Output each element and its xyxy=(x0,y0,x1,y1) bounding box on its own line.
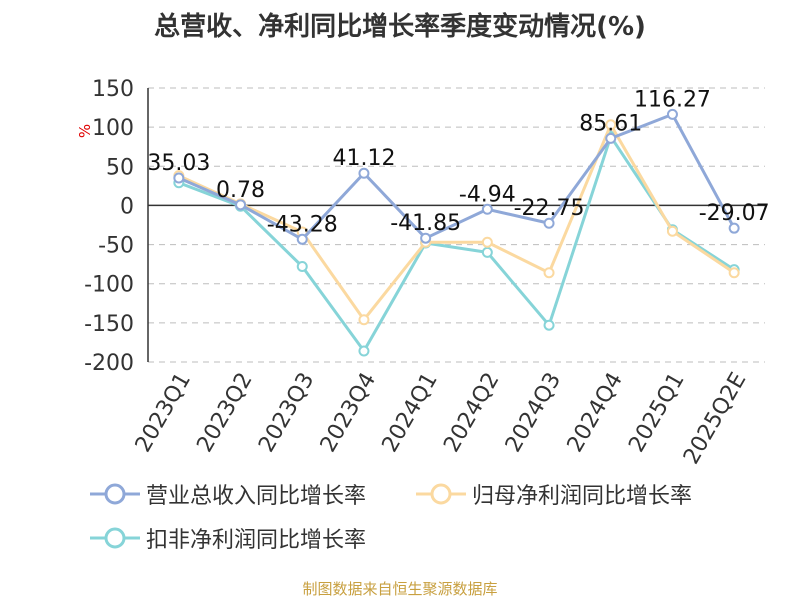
data-point[interactable] xyxy=(358,167,370,179)
data-point[interactable] xyxy=(543,319,555,331)
x-tick-label: 2025Q2E xyxy=(679,369,751,469)
y-tick-labels: 150 100 50 0 -50 -100 -150 -200 xyxy=(84,77,134,376)
axes xyxy=(147,88,765,362)
x-tick-label: 2025Q1 xyxy=(624,369,689,457)
data-label: 41.12 xyxy=(332,146,395,171)
data-point[interactable] xyxy=(358,345,370,357)
x-tick-label: 2024Q1 xyxy=(378,369,443,457)
grid-lines xyxy=(148,87,765,363)
x-tick-label: 2023Q1 xyxy=(131,369,196,457)
data-label: -4.94 xyxy=(459,182,516,207)
x-tick-label: 2024Q3 xyxy=(501,369,566,457)
series-lines xyxy=(173,108,740,357)
data-label: 116.27 xyxy=(634,87,711,112)
legend-item-revenue[interactable]: 营业总收入同比增长率 xyxy=(90,478,366,510)
data-point[interactable] xyxy=(543,267,555,279)
chart-title: 总营收、净利同比增长率季度变动情况(%) xyxy=(154,12,646,42)
data-label: -41.85 xyxy=(390,211,461,236)
x-tick-label: 2023Q2 xyxy=(192,369,257,457)
y-tick-label: 150 xyxy=(92,77,134,102)
legend-line-marker-icon xyxy=(90,527,140,549)
data-label: 35.03 xyxy=(147,151,210,176)
data-label: 0.78 xyxy=(216,178,265,203)
data-point[interactable] xyxy=(420,232,432,244)
x-tick-label: 2023Q4 xyxy=(316,369,381,457)
y-tick-label: 0 xyxy=(120,194,134,219)
data-point[interactable] xyxy=(235,199,247,211)
data-labels: 35.030.78-43.28 41.12 -41.85 -4.94-22.75 85.… xyxy=(147,87,769,237)
legend-label: 营业总收入同比增长率 xyxy=(146,484,367,509)
y-tick-label: -200 xyxy=(84,351,134,376)
data-point[interactable] xyxy=(481,236,493,248)
x-tick-label: 2024Q2 xyxy=(439,368,504,456)
data-point[interactable] xyxy=(605,132,617,144)
data-point[interactable] xyxy=(296,260,308,272)
y-tick-label: 100 xyxy=(92,116,134,141)
legend-item-net-profit[interactable]: 归母净利润同比增长率 xyxy=(416,478,692,510)
y-tick-label: -100 xyxy=(84,273,134,298)
data-point[interactable] xyxy=(728,267,740,279)
data-point[interactable] xyxy=(481,203,493,215)
data-label: -22.75 xyxy=(514,196,585,221)
x-tick-label: 2023Q3 xyxy=(254,369,319,457)
data-label: 85.61 xyxy=(579,111,642,136)
legend-line-marker-icon xyxy=(416,483,466,505)
legend-item-deducted-profit[interactable]: 扣非净利润同比增长率 xyxy=(90,522,366,554)
legend-label: 扣非净利润同比增长率 xyxy=(146,528,367,553)
data-label: -29.07 xyxy=(699,201,770,226)
data-label: -43.28 xyxy=(267,212,338,237)
data-point[interactable] xyxy=(296,233,308,245)
data-point[interactable] xyxy=(666,108,678,120)
legend-label: 归母净利润同比增长率 xyxy=(472,484,693,509)
series-line xyxy=(178,135,735,353)
data-point[interactable] xyxy=(173,172,185,184)
x-tick-label: 2024Q4 xyxy=(563,369,628,457)
y-tick-label: -150 xyxy=(84,312,134,337)
y-tick-label: 50 xyxy=(106,155,134,180)
legend-line-marker-icon xyxy=(90,483,140,505)
data-point[interactable] xyxy=(728,222,740,234)
data-point[interactable] xyxy=(666,225,678,237)
data-point[interactable] xyxy=(543,217,555,229)
source-note: 制图数据来自恒生聚源数据库 xyxy=(302,580,498,598)
series-line xyxy=(178,112,736,241)
series-line xyxy=(178,123,735,322)
data-point[interactable] xyxy=(605,119,617,131)
data-point[interactable] xyxy=(358,314,370,326)
data-point[interactable] xyxy=(481,246,493,258)
x-tick-labels: 2023Q12023Q22023Q32023Q42024Q12024Q22024… xyxy=(131,368,752,468)
y-axis-label: % xyxy=(76,124,94,138)
y-tick-label: -50 xyxy=(98,234,134,259)
